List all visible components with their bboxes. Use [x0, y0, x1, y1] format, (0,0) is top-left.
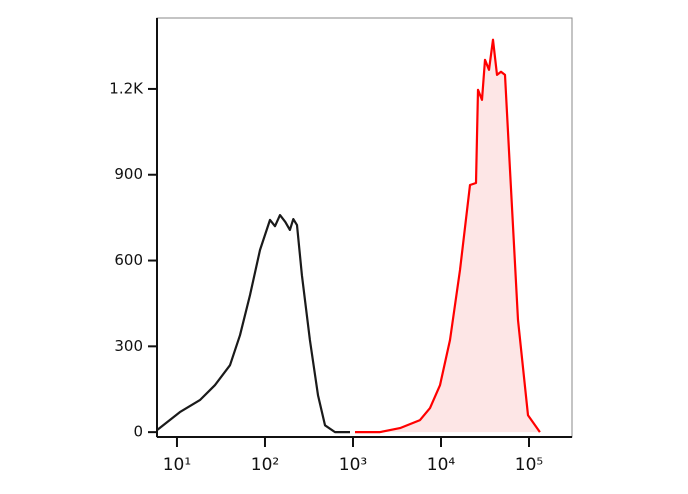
- y-tick-label: 1.2K: [109, 79, 144, 97]
- y-tick-label: 600: [114, 251, 143, 269]
- histogram-line: [156, 214, 350, 434]
- histogram-area: [355, 39, 540, 433]
- y-tick-label: 0: [133, 423, 143, 441]
- histogram-line: [355, 38, 541, 434]
- x-tick-label: 10⁴: [427, 455, 456, 475]
- x-tick-label: 10¹: [163, 455, 191, 475]
- x-tick-label: 10³: [339, 455, 367, 475]
- y-tick-label: 300: [114, 337, 143, 355]
- x-tick-label: 10⁵: [515, 455, 543, 475]
- x-tick-label: 10²: [251, 455, 279, 475]
- y-tick-label: 900: [114, 165, 143, 183]
